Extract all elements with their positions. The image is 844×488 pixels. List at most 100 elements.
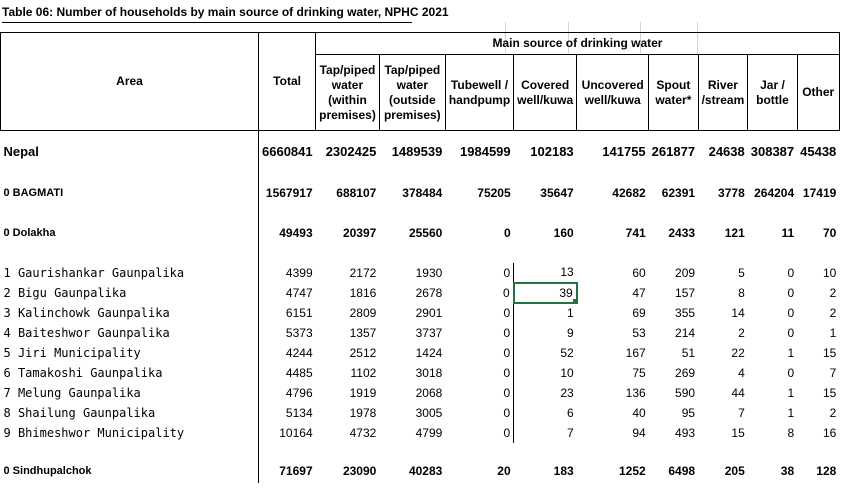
value-cell[interactable]: 10 [822,265,837,280]
value-cell[interactable]: 0 [445,282,515,303]
value-cell[interactable]: 269 [675,365,696,380]
area-cell[interactable]: 3 Kalinchowk Gaunpalika [3,305,170,320]
value-cell[interactable]: 4 [738,365,745,380]
value-cell[interactable]: 355 [675,305,696,320]
value-cell[interactable]: 62391 [661,185,696,200]
value-cell[interactable]: 71697 [257,458,316,483]
value-cell[interactable]: 9 [566,325,574,340]
header-uncovered-well[interactable]: Uncovered well/kuwa [576,54,650,131]
value-cell[interactable]: 1978 [349,405,377,420]
value-cell[interactable]: 11 [781,225,795,240]
value-cell[interactable]: 2901 [415,305,443,320]
value-cell[interactable]: 4732 [349,425,377,440]
header-tap-within[interactable]: Tap/piped water (within premises) [315,54,380,131]
value-cell[interactable]: 52 [560,345,574,360]
header-other[interactable]: Other [796,54,840,131]
value-cell[interactable]: 35647 [540,185,574,200]
value-cell[interactable]: 160 [553,225,574,240]
value-cell[interactable]: 75 [632,365,646,380]
value-cell[interactable]: 20397 [342,225,377,240]
value-cell[interactable]: 2 [829,405,837,420]
value-cell[interactable]: 157 [675,285,696,300]
value-cell[interactable]: 0 [787,305,795,320]
value-cell[interactable]: 1 [787,385,795,400]
value-cell[interactable]: 1930 [415,265,443,280]
header-tap-outside[interactable]: Tap/piped water (outside premises) [378,54,446,131]
fill-handle-icon[interactable] [571,297,575,301]
value-cell[interactable]: 3778 [718,185,745,200]
value-cell[interactable]: 0 [445,422,515,443]
value-cell[interactable]: 23090 [342,463,377,478]
value-cell[interactable]: 4244 [257,342,316,363]
value-cell[interactable]: 42682 [612,185,646,200]
value-cell[interactable]: 1567917 [257,180,316,205]
value-cell[interactable]: 1 [566,306,574,320]
value-cell[interactable]: 95 [681,405,696,420]
value-cell[interactable]: 5373 [257,322,316,343]
value-cell[interactable]: 1424 [415,345,443,360]
header-total[interactable]: Total [257,32,317,131]
value-cell[interactable]: 15 [822,345,837,360]
header-spout[interactable]: Spout water* [648,54,699,131]
value-cell[interactable]: 2512 [349,345,377,360]
area-cell[interactable]: 7 Melung Gaunpalika [3,385,141,400]
value-cell[interactable]: 261877 [651,144,696,159]
value-cell[interactable]: 24638 [708,144,745,159]
area-cell[interactable]: 0 BAGMATI [3,186,64,199]
value-cell[interactable]: 1 [787,345,795,360]
value-cell[interactable]: 1 [829,325,837,340]
value-cell[interactable]: 4747 [257,282,316,303]
value-cell[interactable]: 3737 [415,325,443,340]
value-cell[interactable]: 493 [675,425,696,440]
area-cell[interactable]: 1 Gaurishankar Gaunpalika [3,265,185,280]
value-cell[interactable]: 8 [738,285,745,300]
value-cell[interactable]: 590 [675,385,696,400]
value-cell[interactable]: 167 [625,345,646,360]
value-cell[interactable]: 3018 [415,365,443,380]
value-cell[interactable]: 10 [560,365,574,380]
value-cell[interactable]: 2 [738,325,745,340]
value-cell[interactable]: 0 [503,225,511,240]
value-cell[interactable]: 40283 [408,463,443,478]
value-cell[interactable]: 1984599 [460,144,511,159]
value-cell[interactable]: 6660841 [257,138,316,165]
header-jar[interactable]: Jar / bottle [747,54,798,131]
header-group[interactable]: Main source of drinking water [315,32,840,55]
value-cell[interactable]: 6 [566,405,574,420]
value-cell[interactable]: 141755 [602,144,646,159]
area-cell[interactable]: 0 Dolakha [3,226,56,239]
value-cell[interactable]: 1357 [349,325,377,340]
value-cell[interactable]: 7 [738,405,745,420]
value-cell[interactable]: 209 [675,265,696,280]
value-cell[interactable]: 1252 [618,463,646,478]
value-cell[interactable]: 2433 [668,225,696,240]
value-cell[interactable]: 13 [560,265,574,279]
area-cell[interactable]: 8 Shailung Gaunpalika [3,405,156,420]
value-cell[interactable]: 10164 [257,422,316,443]
header-tubewell[interactable]: Tubewell / handpump [444,54,515,131]
value-cell[interactable]: 94 [632,425,646,440]
value-cell[interactable]: 2302425 [325,144,377,159]
value-cell[interactable]: 214 [675,325,696,340]
value-cell[interactable]: 17419 [802,185,837,200]
value-cell[interactable]: 7 [829,365,837,380]
value-cell[interactable]: 51 [681,345,696,360]
value-cell[interactable]: 741 [625,225,646,240]
value-cell[interactable]: 0 [445,342,515,363]
value-cell[interactable]: 0 [787,285,795,300]
value-cell[interactable]: 1 [787,405,795,420]
header-river[interactable]: River /stream [697,54,749,131]
value-cell[interactable]: 0 [445,302,515,323]
value-cell[interactable]: 2 [829,285,837,300]
area-cell[interactable]: 4 Baiteshwor Gaunpalika [3,325,170,340]
value-cell[interactable]: 5134 [257,402,316,423]
value-cell[interactable]: 1816 [349,285,377,300]
value-cell[interactable]: 8 [787,425,795,440]
value-cell[interactable]: 5 [738,265,745,280]
value-cell[interactable]: 1102 [350,365,377,380]
value-cell[interactable]: 20 [497,463,511,478]
value-cell[interactable]: 1919 [349,385,377,400]
value-cell[interactable]: 0 [445,362,515,383]
value-cell[interactable]: 378484 [402,185,443,200]
value-cell[interactable]: 60 [632,265,646,280]
